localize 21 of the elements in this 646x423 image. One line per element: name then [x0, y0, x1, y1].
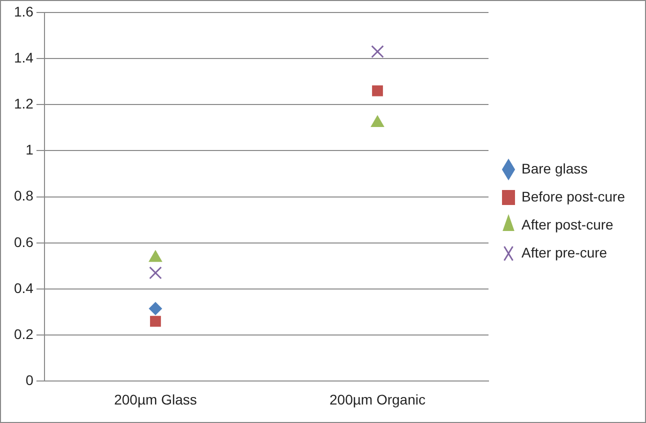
x-tick-label: 200µm Glass	[114, 391, 197, 408]
y-tick-label: 1	[26, 142, 34, 158]
point	[148, 302, 162, 316]
legend-label: Bare glass	[522, 160, 588, 176]
legend-label: After pre-cure	[522, 244, 608, 260]
y-tick-label: 1.6	[14, 3, 34, 20]
legend-label: Before post-cure	[522, 188, 626, 204]
y-tick-label: 0.6	[14, 234, 34, 250]
point	[150, 316, 161, 327]
point	[372, 85, 383, 96]
y-tick-label: 0.8	[14, 188, 34, 204]
point	[149, 266, 162, 280]
y-tick-label: 0	[26, 372, 34, 388]
legend-label: After post-cure	[522, 216, 614, 232]
y-tick-label: 0.2	[14, 326, 34, 342]
y-tick-label: 0.4	[14, 280, 34, 296]
x-tick-label: 200µm Organic	[329, 391, 426, 408]
y-tick-label: 1.4	[14, 49, 34, 66]
point	[371, 45, 384, 58]
point	[370, 116, 384, 128]
y-tick-label: 1.2	[14, 95, 34, 112]
